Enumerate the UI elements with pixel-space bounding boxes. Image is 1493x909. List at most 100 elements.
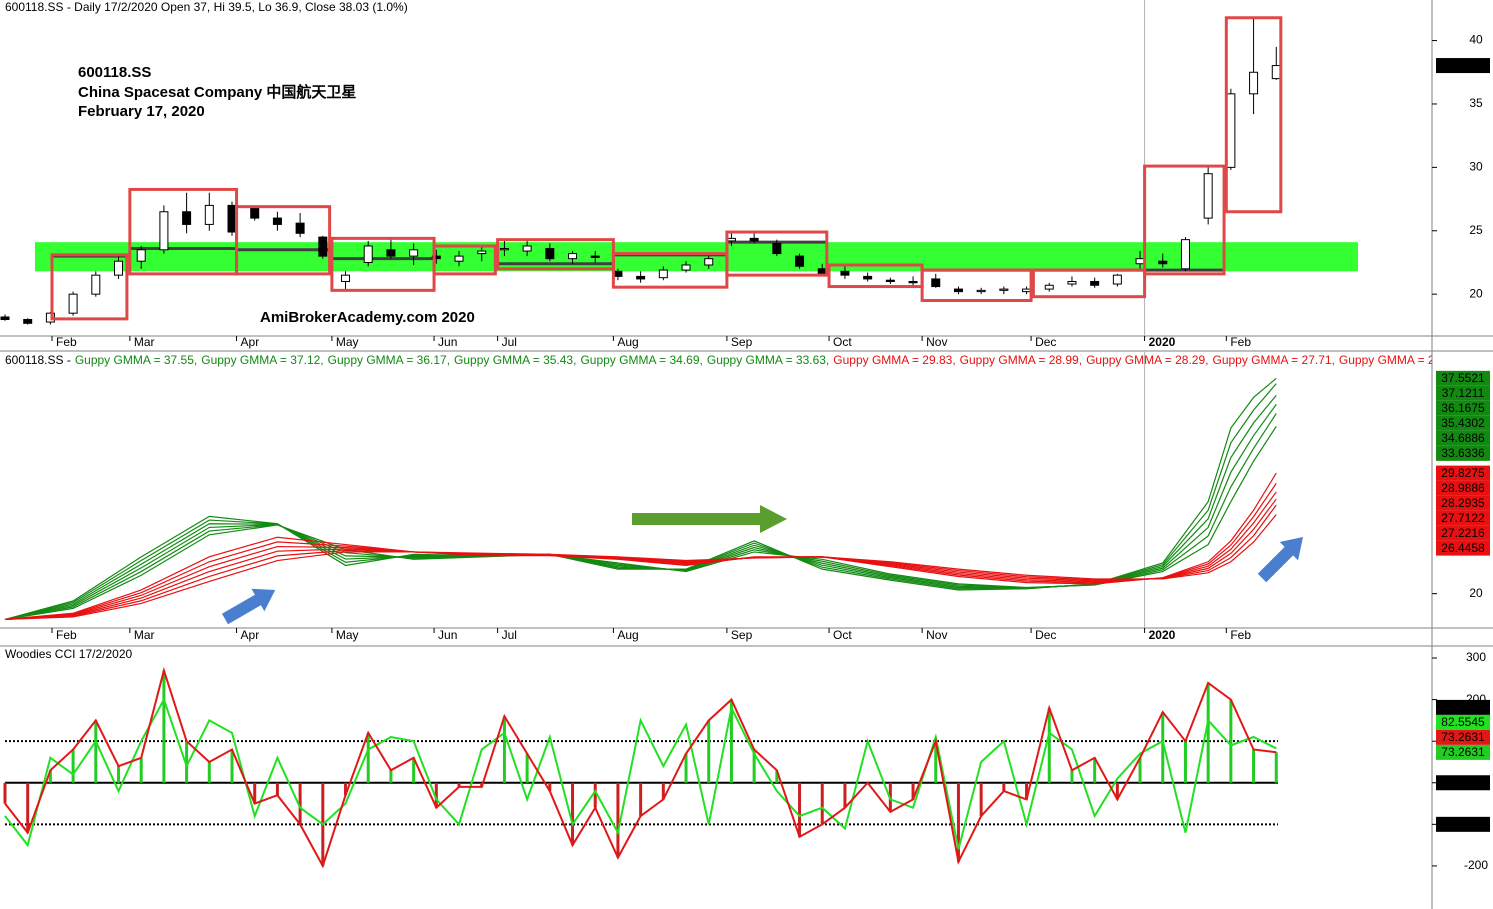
cci-histogram-bar	[117, 766, 121, 783]
cci-line	[4, 697, 1277, 850]
legend-entry: Guppy GMMA = 37.12,	[201, 353, 323, 367]
cci-histogram-bar	[94, 720, 98, 783]
cci-histogram-bar	[616, 782, 620, 858]
candle-body	[1180, 239, 1190, 270]
green-arrow	[632, 505, 787, 533]
cci-histogram-bar	[639, 782, 643, 817]
value-label-bg	[1436, 744, 1490, 760]
cci-histogram-bar	[1183, 741, 1187, 783]
x-tick-label: Nov	[926, 628, 947, 642]
value-label-bg	[1436, 58, 1490, 74]
cci-histogram-bar	[1138, 757, 1142, 783]
x-tick-label: Aug	[617, 628, 638, 642]
cci-histogram-bar	[230, 749, 234, 783]
cci-histogram-bar	[344, 782, 348, 796]
blue-arrow	[1257, 536, 1304, 583]
cci-histogram-bar	[1047, 707, 1051, 783]
month-box	[235, 205, 332, 276]
legend-entry: Guppy GMMA = 28.99,	[960, 353, 1082, 367]
candle-body	[295, 222, 305, 234]
value-label: 73.2631	[1441, 730, 1485, 744]
cci-histogram-bar	[843, 782, 847, 808]
x-tick-label: Mar	[134, 335, 155, 349]
month-box	[432, 244, 497, 276]
value-label: 34.6886	[1441, 431, 1485, 445]
cci-histogram-bar	[1161, 712, 1165, 783]
month-box	[1143, 164, 1226, 276]
y-tick-label: 20	[1469, 586, 1483, 600]
candle-body	[613, 270, 623, 277]
x-tick-label: Mar	[134, 628, 155, 642]
cci-histogram-bar	[457, 782, 461, 787]
candle-body	[726, 237, 736, 242]
cci-histogram-bar	[162, 670, 166, 783]
cci-histogram-bar	[185, 741, 189, 783]
value-label-bg	[1436, 415, 1490, 431]
candle-body	[863, 275, 873, 280]
value-label-bg	[1436, 540, 1490, 556]
candle-body	[341, 274, 351, 282]
month-box	[725, 230, 829, 277]
candle-body	[272, 217, 282, 225]
month-box	[1031, 268, 1147, 299]
cci-histogram-bar	[412, 757, 416, 783]
x-tick-label: Feb	[56, 335, 77, 349]
cci-histogram-bar	[1252, 749, 1256, 783]
y-tick-label: 35	[1469, 96, 1483, 110]
x-tick-label: Dec	[1035, 628, 1056, 642]
gmma-line	[4, 426, 1277, 621]
value-label-bg	[1436, 495, 1490, 511]
x-tick-label: Jul	[502, 628, 517, 642]
x-tick-label: Feb	[1230, 628, 1251, 642]
panel-header: 600118.SS - Guppy GMMA = 37.55, Guppy GMMA…	[5, 353, 1493, 367]
annotation: 600118.SS	[78, 64, 151, 81]
annotation: China Spacesat Company 中国航天卫星	[78, 83, 356, 101]
cci-histogram-bar	[1070, 770, 1074, 783]
candle-body	[1067, 280, 1077, 285]
value-label: 28.2935	[1441, 496, 1485, 510]
cci-histogram-bar	[3, 782, 7, 804]
candle-body	[885, 279, 895, 282]
candlestick-axis: Feb Mar Apr May Jun Jul Aug Sep Oct Nov Dec 2020 Feb…	[5, 0, 1490, 349]
value-label-bg	[1436, 445, 1490, 461]
x-tick-label: Apr	[241, 335, 260, 349]
candle-body	[522, 245, 532, 252]
value-label: 27.7122	[1441, 511, 1485, 525]
cci-histogram-bar	[661, 782, 665, 800]
gmma-line	[4, 377, 1277, 620]
trend-arrow	[222, 505, 1304, 625]
value-label: 100	[1453, 700, 1473, 714]
candle-body	[590, 255, 600, 258]
value-label: 29.8275	[1441, 466, 1485, 480]
gmma-line	[4, 383, 1277, 620]
y-tick-label: 300	[1466, 650, 1486, 664]
cci-histogram-bar	[275, 782, 279, 796]
candle-body	[454, 255, 464, 262]
cci-line	[4, 666, 1277, 869]
candle-body	[159, 211, 169, 251]
candle-body	[953, 288, 963, 293]
value-label-bg	[1436, 775, 1490, 791]
x-tick-label: Jun	[438, 335, 457, 349]
cci-histogram-bar	[1025, 782, 1029, 800]
candle-body	[658, 269, 668, 279]
candle-body	[227, 204, 237, 233]
value-label-bg	[1436, 510, 1490, 526]
candle-body	[1044, 284, 1054, 290]
candle-body	[545, 248, 555, 260]
x-tick-label: May	[336, 628, 359, 642]
cci-histogram-bar	[26, 782, 30, 833]
cci-histogram-bar	[207, 761, 211, 783]
candle-body	[114, 260, 124, 276]
candle-body	[1112, 274, 1122, 285]
cci-histogram-bar	[389, 770, 393, 783]
cci-histogram-bar	[434, 782, 438, 808]
cci-histogram-bar	[911, 782, 915, 800]
x-tick-label: Aug	[617, 335, 638, 349]
value-label-bg	[1436, 430, 1490, 446]
cci-histogram-bar	[775, 770, 779, 783]
cci-histogram-bar	[729, 699, 733, 783]
cci-histogram-bar	[956, 782, 960, 862]
